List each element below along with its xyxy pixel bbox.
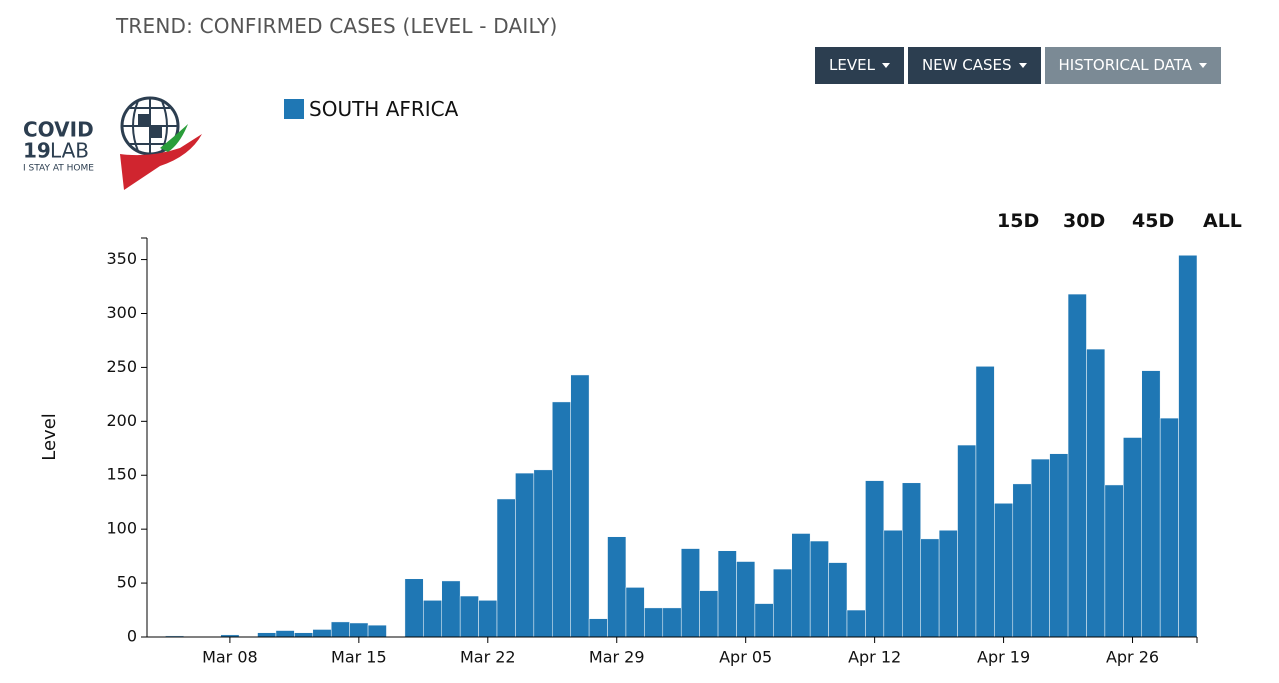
- bar: [773, 568, 792, 638]
- bar: [349, 622, 369, 638]
- logo-word: LAB: [50, 139, 89, 163]
- x-tick-label: Apr 26: [1106, 648, 1159, 667]
- bar: [791, 533, 811, 638]
- y-tick-label: 100: [106, 519, 137, 538]
- logo-text: COVID: [23, 118, 94, 142]
- bar: [1104, 484, 1124, 638]
- range-15d[interactable]: 15D: [997, 210, 1040, 232]
- bar: [754, 603, 774, 638]
- globe-cell: [150, 126, 162, 138]
- y-axis-label: Level: [39, 413, 60, 461]
- x-tick-label: Mar 29: [589, 648, 645, 667]
- x-tick-label: Apr 19: [977, 648, 1030, 667]
- range-30d[interactable]: 30D: [1063, 210, 1106, 232]
- bar: [644, 607, 664, 638]
- bar: [865, 480, 885, 638]
- bar: [275, 630, 295, 638]
- bar: [367, 624, 387, 638]
- level-button[interactable]: LEVEL: [815, 47, 904, 84]
- x-tick-label: Apr 05: [719, 648, 772, 667]
- bar: [1012, 483, 1032, 638]
- bar: [515, 472, 535, 638]
- bar: [1086, 348, 1106, 638]
- bar: [1049, 453, 1069, 638]
- bar: [1141, 370, 1161, 638]
- bar: [459, 595, 479, 638]
- bar: [1030, 458, 1050, 638]
- bar: [717, 550, 737, 638]
- new-cases-button[interactable]: NEW CASES: [907, 47, 1041, 84]
- button-group: LEVEL NEW CASES HISTORICAL DATA: [815, 47, 1222, 84]
- bar: [809, 540, 829, 638]
- bar: [1178, 255, 1198, 638]
- globe-cell: [138, 114, 150, 126]
- logo-number: 19: [23, 139, 51, 163]
- bar: [736, 561, 756, 638]
- y-tick-label: 300: [106, 303, 137, 322]
- x-tick-label: Mar 08: [202, 648, 258, 667]
- x-tick-label: Mar 15: [331, 648, 387, 667]
- bar: [257, 632, 277, 638]
- bar: [994, 503, 1014, 638]
- bar: [680, 548, 700, 638]
- bar: [1067, 293, 1087, 638]
- bar: [1159, 417, 1179, 638]
- bar: [478, 600, 498, 638]
- legend-label: SOUTH AFRICA: [309, 97, 459, 121]
- y-tick-label: 200: [106, 411, 137, 430]
- x-tick-label: Mar 22: [460, 648, 516, 667]
- bar: [938, 529, 958, 638]
- bar: [883, 529, 903, 638]
- bar: [404, 578, 424, 638]
- bar: [975, 366, 995, 638]
- bar: [533, 469, 553, 638]
- bar: [496, 498, 516, 638]
- range-45d[interactable]: 45D: [1132, 210, 1175, 232]
- title: TREND: CONFIRMED CASES (LEVEL - DAILY): [116, 14, 558, 38]
- x-tick-label: Apr 12: [848, 648, 901, 667]
- bar: [625, 587, 645, 638]
- y-tick-label: 250: [106, 357, 137, 376]
- logo: COVID 19 LAB I STAY AT HOME: [23, 96, 202, 190]
- bar: [570, 374, 590, 638]
- bar: [312, 629, 332, 638]
- legend: SOUTH AFRICA: [284, 97, 458, 121]
- bar: [699, 590, 719, 638]
- bar: [1123, 437, 1142, 638]
- legend-swatch: [284, 99, 304, 119]
- bar: [607, 536, 627, 638]
- y-tick-label: 150: [106, 465, 137, 484]
- leaf: [160, 124, 188, 152]
- bar: [588, 618, 608, 638]
- range-all[interactable]: ALL: [1203, 210, 1242, 232]
- logo-tagline: I STAY AT HOME: [23, 164, 94, 174]
- bar: [294, 632, 314, 638]
- bar: [920, 538, 940, 638]
- bar: [662, 607, 682, 638]
- bar: [828, 562, 848, 638]
- bar: [330, 621, 350, 638]
- bar: [846, 609, 866, 638]
- bar: [957, 444, 977, 638]
- bar: [552, 401, 571, 638]
- historical-button[interactable]: HISTORICAL DATA: [1044, 47, 1222, 84]
- bar: [902, 482, 921, 638]
- hand: [120, 134, 202, 190]
- y-tick-label: 50: [117, 573, 137, 592]
- bar: [441, 580, 461, 638]
- y-tick-label: 350: [106, 249, 137, 268]
- y-tick-label: 0: [127, 627, 137, 646]
- bar: [423, 600, 442, 638]
